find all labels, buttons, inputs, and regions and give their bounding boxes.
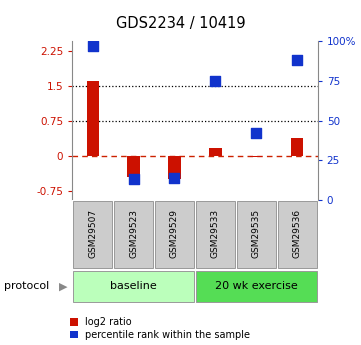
Text: 20 wk exercise: 20 wk exercise [215,281,298,290]
Text: baseline: baseline [110,281,157,290]
Text: protocol: protocol [4,282,49,291]
Text: GSM29507: GSM29507 [88,209,97,258]
Text: GSM29529: GSM29529 [170,209,179,258]
Point [131,177,136,182]
Point [90,43,96,49]
Bar [278,201,317,268]
Bar [87,81,99,156]
Bar [250,156,262,157]
Legend: log2 ratio, percentile rank within the sample: log2 ratio, percentile rank within the s… [70,317,251,340]
Bar [155,201,194,268]
Point [213,78,218,84]
Point [294,58,300,63]
Text: GSM29535: GSM29535 [252,209,261,258]
Bar [114,201,153,268]
Bar [237,201,276,268]
Text: GDS2234 / 10419: GDS2234 / 10419 [116,16,245,30]
Bar [196,201,235,268]
Bar [196,271,317,302]
Text: GSM29536: GSM29536 [293,209,302,258]
Bar [127,156,140,177]
Text: GSM29523: GSM29523 [129,209,138,258]
Point [171,175,177,181]
Bar [209,148,222,156]
Bar [291,138,303,156]
Point [253,131,259,136]
Bar [168,156,180,179]
Bar [73,271,194,302]
Text: ▶: ▶ [59,282,68,291]
Text: GSM29533: GSM29533 [211,209,220,258]
Bar [73,201,112,268]
